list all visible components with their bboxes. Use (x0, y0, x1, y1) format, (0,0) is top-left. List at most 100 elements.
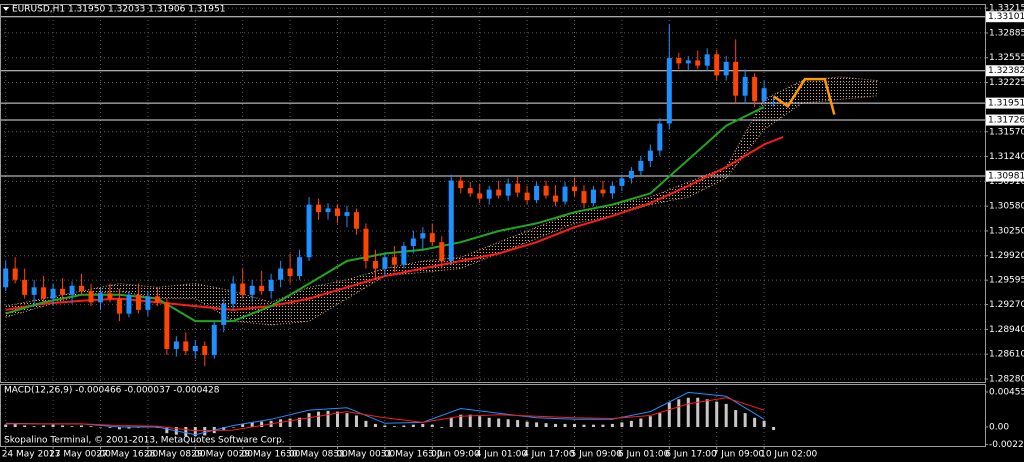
candle-body (3, 268, 9, 288)
candle-body (410, 238, 416, 246)
macd-bar (762, 420, 766, 427)
candle-body (382, 257, 388, 269)
macd-bar (402, 425, 406, 427)
macd-pane (4, 384, 776, 446)
level-label-box (986, 114, 1024, 126)
macd-bar (364, 420, 368, 427)
candle-body (145, 296, 151, 310)
macd-bar (724, 403, 728, 427)
candle-body (439, 242, 445, 262)
macd-pane-border (0, 384, 986, 447)
macd-bar (335, 411, 339, 427)
macd-bar (591, 424, 595, 427)
candle-body (31, 287, 37, 295)
candle-body (353, 212, 359, 229)
macd-bar (326, 410, 330, 427)
candle-body (230, 283, 236, 304)
macd-bar (51, 424, 55, 427)
macd-bar (298, 417, 302, 427)
macd-bar (639, 418, 643, 427)
macd-bar (288, 418, 292, 427)
candle-body (562, 186, 568, 202)
candle-body (192, 345, 198, 352)
x-tick-label: 5 Jun 09:00 (571, 450, 623, 460)
y-tick-label: 0.004554 (989, 387, 1024, 397)
candle-body (287, 268, 293, 277)
y-tick-label: 1.32555 (989, 53, 1024, 63)
macd-bar (677, 399, 681, 427)
macd-bar (544, 423, 548, 427)
y-tick-label: -0.002268 (989, 440, 1024, 450)
x-tick-label: 29 May 16:00 (239, 450, 301, 460)
candle-body (116, 298, 122, 314)
macd-bar (753, 417, 757, 427)
candle-body (771, 103, 777, 105)
y-tick-label: 1.29595 (989, 276, 1024, 286)
level-label: 1.33101 (988, 12, 1024, 22)
candle-body (259, 285, 265, 292)
macd-bar (165, 427, 169, 434)
macd-bar (525, 421, 529, 427)
candle-body (685, 60, 691, 64)
candle-body (344, 212, 350, 216)
macd-bar (487, 417, 491, 427)
candle-body (553, 195, 559, 202)
x-tick-label: 30 May 08:00 (286, 450, 348, 460)
candle-body (372, 261, 378, 269)
candle-body (173, 341, 179, 349)
macd-bar (582, 424, 586, 427)
x-tick-label: 31 May 00:00 (333, 450, 395, 460)
macd-bar (184, 427, 188, 437)
candle-body (733, 61, 739, 96)
candle-body (363, 228, 369, 262)
candle-body (477, 193, 483, 199)
macd-bar (516, 420, 520, 427)
macd-bar (222, 427, 226, 431)
candle-body (496, 189, 502, 196)
macd-bar (554, 423, 558, 427)
x-tick-label: 3 Jun 09:00 (428, 450, 480, 460)
macd-bar (373, 423, 377, 427)
macd-bar (89, 426, 93, 427)
candle-body (572, 186, 578, 192)
candle-body (486, 189, 492, 199)
candle-body (619, 178, 625, 186)
level-label-box (986, 170, 1024, 182)
macd-bar (610, 423, 614, 427)
level-label-box (986, 97, 1024, 109)
macd-bar (70, 426, 74, 427)
level-label: 1.30981 (988, 172, 1024, 182)
x-tick-label: 27 May 16:00 (96, 450, 158, 460)
macd-bar (241, 423, 245, 427)
macd-bar (307, 413, 311, 427)
macd-bar (772, 427, 776, 431)
macd-bar (506, 419, 510, 427)
x-tick-label: 10 Jun 02:00 (760, 450, 817, 460)
menu-triangle[interactable] (3, 7, 9, 11)
macd-bar (61, 425, 65, 427)
candle-body (401, 245, 407, 265)
candle-body (657, 123, 663, 151)
macd-bar (117, 427, 121, 430)
candle-body (714, 54, 720, 76)
level-label-box (986, 11, 1024, 23)
x-tick-label: 6 Jun 01:00 (618, 450, 670, 460)
candle-body (515, 183, 521, 193)
candle-body (135, 294, 141, 310)
macd-bar (260, 421, 264, 427)
macd-bar (193, 427, 197, 437)
candle-body (458, 180, 464, 189)
y-tick-label: 1.30250 (989, 226, 1024, 236)
candle-body (609, 185, 615, 194)
candle-body (97, 293, 103, 303)
y-tick-label: 1.32225 (989, 78, 1024, 88)
candle-body (41, 287, 47, 299)
macd-bar (696, 397, 700, 427)
level-label-box (986, 65, 1024, 77)
candle-body (325, 208, 331, 213)
x-tick-label: 7 Jun 09:00 (713, 450, 765, 460)
candle-body (581, 191, 587, 204)
x-tick-label: 6 Jun 17:00 (665, 450, 717, 460)
candle-body (50, 288, 56, 299)
macd-bar (98, 427, 102, 428)
